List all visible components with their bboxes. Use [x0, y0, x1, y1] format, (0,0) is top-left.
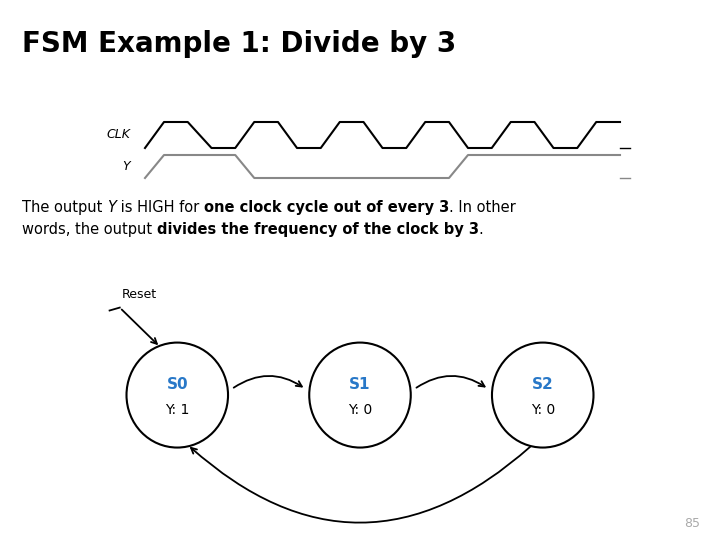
- Text: The output: The output: [22, 200, 107, 215]
- Text: is HIGH for: is HIGH for: [116, 200, 204, 215]
- Text: S1: S1: [349, 377, 371, 392]
- Text: one clock cycle out of every 3: one clock cycle out of every 3: [204, 200, 449, 215]
- Text: 85: 85: [684, 517, 700, 530]
- Text: S2: S2: [532, 377, 554, 392]
- Text: FSM Example 1: Divide by 3: FSM Example 1: Divide by 3: [22, 30, 456, 58]
- Text: S0: S0: [166, 377, 188, 392]
- Text: CLK: CLK: [106, 129, 130, 141]
- Text: Y: Y: [107, 200, 116, 215]
- Text: Y: 1: Y: 1: [165, 403, 189, 417]
- Text: divides the frequency of the clock by 3: divides the frequency of the clock by 3: [157, 222, 479, 237]
- Text: .: .: [479, 222, 484, 237]
- Text: Y: 0: Y: 0: [531, 403, 555, 417]
- Text: words, the output: words, the output: [22, 222, 157, 237]
- Text: Y: Y: [122, 160, 130, 173]
- Text: . In other: . In other: [449, 200, 516, 215]
- Text: Y: 0: Y: 0: [348, 403, 372, 417]
- Text: Reset: Reset: [122, 288, 157, 301]
